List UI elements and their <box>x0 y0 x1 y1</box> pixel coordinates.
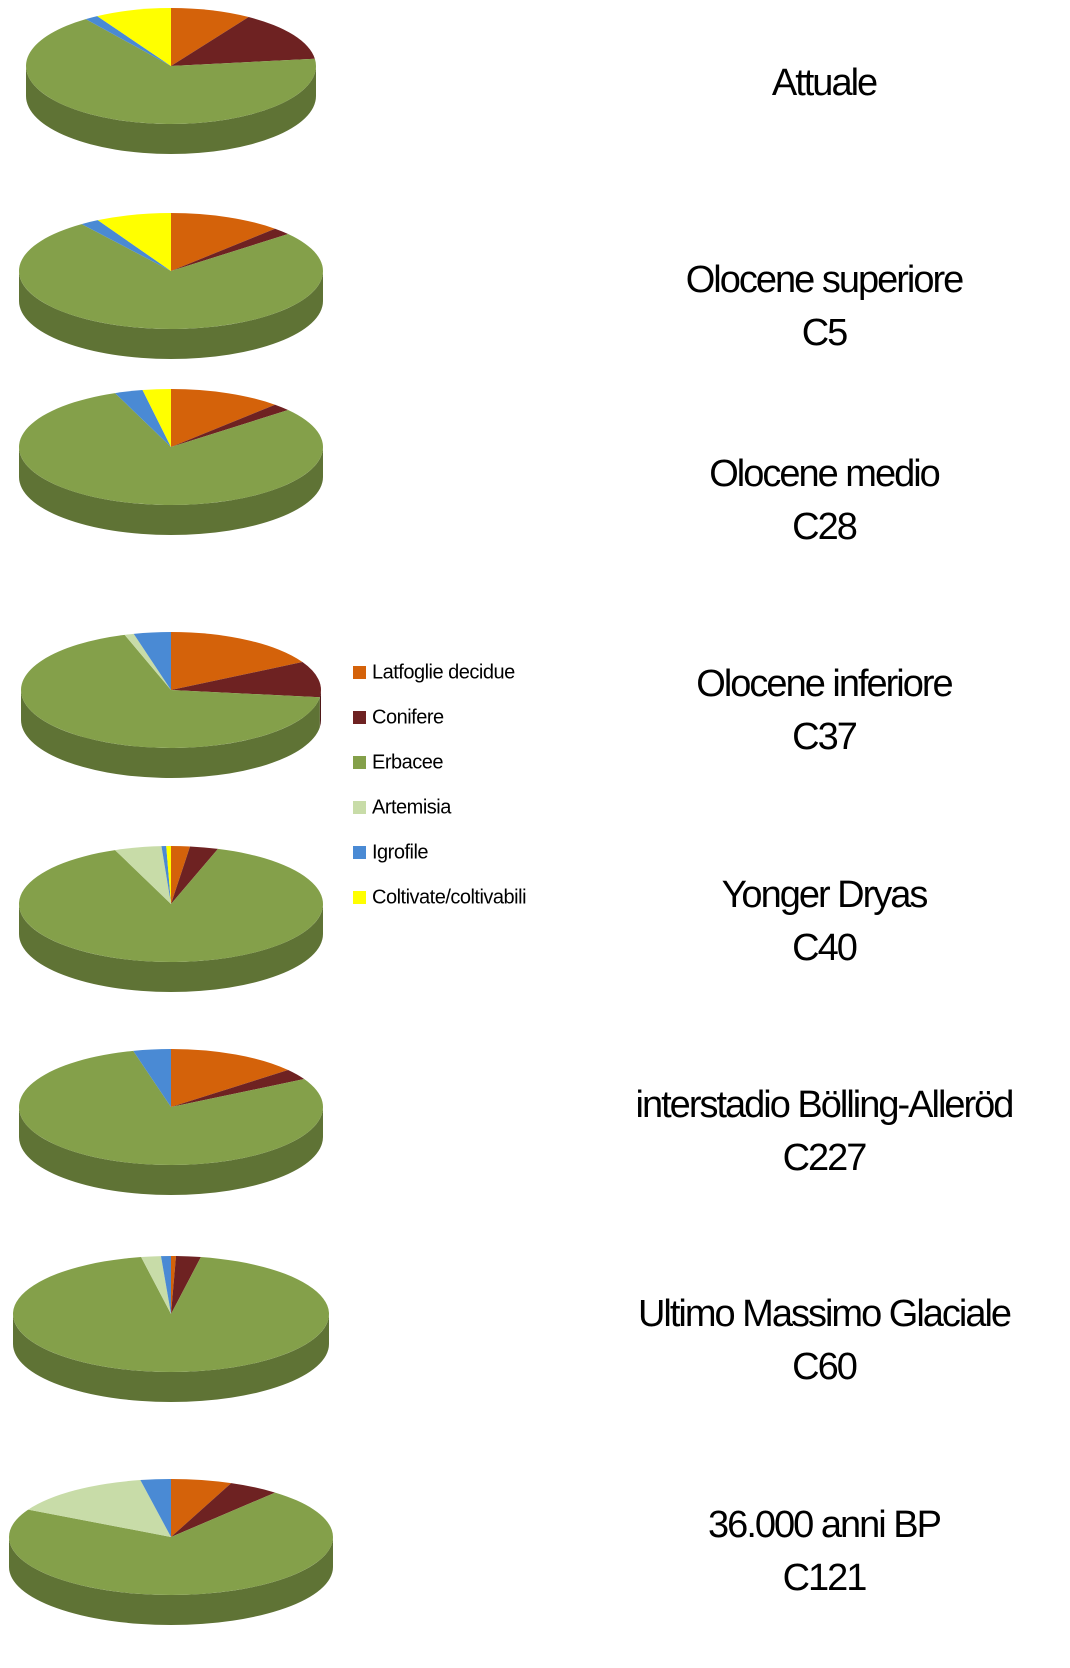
slice <box>171 1483 276 1537</box>
slice <box>171 1049 289 1107</box>
chart-subtitle: C5 <box>802 312 847 354</box>
chart-subtitle: C121 <box>783 1557 867 1599</box>
slice <box>171 17 315 66</box>
slice <box>18 393 324 505</box>
slice <box>18 1050 323 1165</box>
slice-side <box>26 66 316 154</box>
legend-swatch <box>353 666 366 679</box>
slice <box>97 8 171 66</box>
slice-side <box>19 271 323 359</box>
legend-label: Latfoglie decidue <box>372 661 515 683</box>
slice-side <box>13 1314 329 1402</box>
chart-subtitle: C37 <box>792 716 857 758</box>
slice <box>25 19 316 125</box>
slice <box>161 846 171 904</box>
slice <box>171 213 276 271</box>
slice <box>115 390 171 447</box>
slice-side <box>9 1537 333 1625</box>
chart-title: interstadio Bölling-Alleröd <box>636 1084 1013 1126</box>
slice <box>115 846 171 904</box>
legend-swatch <box>353 801 366 814</box>
legend-swatch <box>353 891 366 904</box>
slice <box>171 846 218 904</box>
slice <box>28 1480 171 1537</box>
slice <box>133 1049 171 1107</box>
slice <box>85 16 171 66</box>
slice <box>171 1070 305 1107</box>
slice <box>171 662 321 698</box>
slice-side <box>19 447 323 535</box>
chart-subtitle: C40 <box>792 927 857 969</box>
legend-label: Erbacee <box>372 751 443 773</box>
slice <box>18 224 323 329</box>
slice-side <box>319 690 321 728</box>
chart-title: Olocene medio <box>709 453 939 495</box>
slice-side <box>21 690 320 778</box>
slice <box>171 228 289 271</box>
slice <box>9 1492 333 1596</box>
legend-label: Artemisia <box>372 796 452 818</box>
slice <box>160 1256 171 1314</box>
legend-label: Coltivate/coltivabili <box>372 886 526 908</box>
slice <box>171 846 191 904</box>
slice <box>124 633 171 690</box>
legend-label: Igrofile <box>372 841 428 863</box>
chart-subtitle: C28 <box>792 506 857 548</box>
slice-side <box>19 904 323 992</box>
slice <box>18 848 323 962</box>
legend-swatch <box>353 756 366 769</box>
slice <box>20 634 320 749</box>
chart-title: Olocene superiore <box>686 259 963 301</box>
slice <box>171 1256 177 1314</box>
slice <box>141 1256 171 1314</box>
slice <box>166 846 171 904</box>
slice <box>171 1256 201 1314</box>
chart-title: 36.000 anni BP <box>708 1504 941 1546</box>
legend-swatch <box>353 846 366 859</box>
slice <box>81 220 171 271</box>
slice <box>171 632 303 690</box>
chart-title: Ultimo Massimo Glaciale <box>638 1293 1011 1335</box>
chart-title: Olocene inferiore <box>696 663 952 705</box>
slice <box>171 8 249 66</box>
slice <box>97 213 171 271</box>
slice <box>142 389 171 447</box>
slice <box>140 1479 171 1537</box>
chart-title: Attuale <box>772 62 877 104</box>
legend-swatch <box>353 711 366 724</box>
slice-side <box>19 1107 323 1195</box>
slice <box>171 389 276 447</box>
chart-subtitle: C60 <box>792 1346 857 1388</box>
slice <box>171 1479 232 1537</box>
slice <box>133 632 171 690</box>
chart-subtitle: C227 <box>783 1137 867 1179</box>
slice <box>13 1257 330 1372</box>
slice <box>171 404 289 447</box>
legend-label: Conifere <box>372 706 444 728</box>
chart-title: Yonger Dryas <box>722 874 928 916</box>
